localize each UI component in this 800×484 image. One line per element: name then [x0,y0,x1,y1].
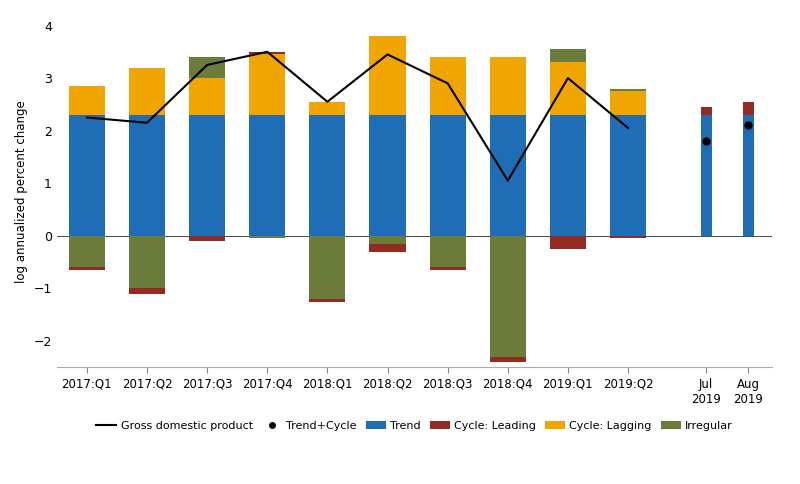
Bar [430,57,466,115]
Bar [250,54,286,115]
Bar [610,91,646,115]
Bar [550,49,586,62]
Bar [129,68,165,115]
Bar [610,236,646,239]
Bar [189,115,225,236]
Bar [430,236,466,267]
Bar [370,236,406,244]
Bar [129,236,165,288]
Y-axis label: log annualized percent change: log annualized percent change [15,100,28,283]
Bar [370,36,406,115]
Bar [69,267,105,270]
Bar [610,89,646,91]
Legend: Gross domestic product, Trend+Cycle, Trend, Cycle: Leading, Cycle: Lagging, Irre: Gross domestic product, Trend+Cycle, Tre… [92,417,738,436]
Bar [129,115,165,236]
Bar [430,115,466,236]
Bar [69,115,105,236]
Bar [370,244,406,252]
Bar [310,102,346,115]
Bar [490,357,526,362]
Bar [701,107,712,115]
Bar [743,115,754,236]
Bar [701,115,712,236]
Bar [250,115,286,236]
Bar [370,115,406,236]
Bar [490,115,526,236]
Bar [610,115,646,236]
Bar [310,115,346,236]
Bar [490,236,526,357]
Bar [550,62,586,115]
Bar [189,78,225,115]
Bar [250,236,286,239]
Bar [250,52,286,54]
Bar [189,236,225,241]
Bar [430,267,466,270]
Bar [550,236,586,249]
Bar [490,57,526,115]
Bar [310,299,346,302]
Bar [743,102,754,115]
Bar [129,288,165,294]
Bar [189,57,225,78]
Bar [69,86,105,115]
Bar [69,236,105,267]
Bar [310,236,346,299]
Bar [550,115,586,236]
